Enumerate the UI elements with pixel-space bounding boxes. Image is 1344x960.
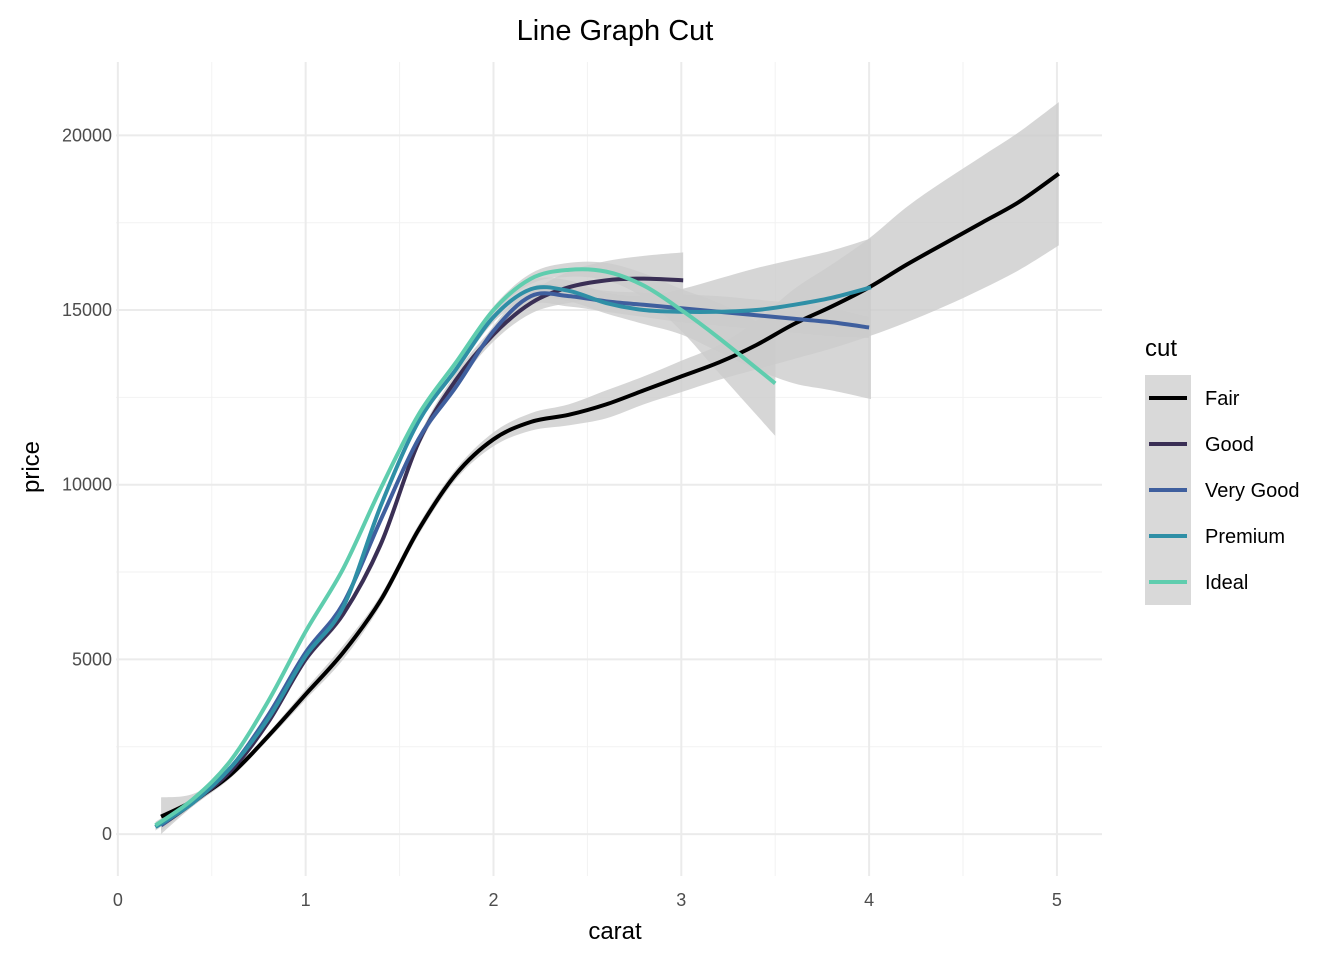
confidence-band-ideal xyxy=(155,261,776,829)
y-tick-label: 15000 xyxy=(62,300,112,320)
legend-title: cut xyxy=(1145,335,1177,362)
y-tick-label: 5000 xyxy=(72,649,112,669)
x-tick-label: 4 xyxy=(864,890,874,910)
x-tick-label: 3 xyxy=(676,890,686,910)
x-tick-labels: 0 1 2 3 4 5 xyxy=(113,890,1062,910)
x-tick-label: 5 xyxy=(1052,890,1062,910)
legend-label-premium: Premium xyxy=(1205,526,1285,548)
legend-label-good: Good xyxy=(1205,434,1254,456)
y-tick-label: 20000 xyxy=(62,125,112,145)
series-line-ideal xyxy=(154,267,777,827)
x-tick-label: 0 xyxy=(113,890,123,910)
series-line-fair xyxy=(160,172,1060,819)
chart-title: Line Graph Cut xyxy=(517,15,714,47)
y-tick-label: 0 xyxy=(102,824,112,844)
x-tick-label: 1 xyxy=(301,890,311,910)
y-tick-label: 10000 xyxy=(62,475,112,495)
legend-label-fair: Fair xyxy=(1205,388,1240,410)
y-tick-labels: 0 5000 10000 15000 20000 xyxy=(62,125,112,844)
legend: cut Fair Good Very Good Premium Ideal xyxy=(1145,335,1300,605)
series-line-good xyxy=(159,276,684,827)
legend-label-very-good: Very Good xyxy=(1205,480,1300,502)
y-axis-title: price xyxy=(18,441,45,493)
series-line-premium xyxy=(154,285,872,829)
x-tick-label: 2 xyxy=(488,890,498,910)
legend-label-ideal: Ideal xyxy=(1205,572,1248,594)
grid-lines xyxy=(116,62,1102,876)
series-lines xyxy=(154,172,1060,829)
x-axis-title: carat xyxy=(588,918,642,945)
